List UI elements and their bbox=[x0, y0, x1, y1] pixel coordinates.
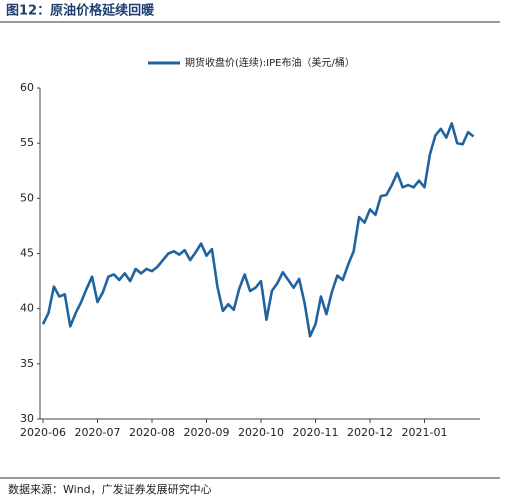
x-tick-label: 2020-12 bbox=[347, 426, 393, 439]
x-tick-label: 2020-06 bbox=[20, 426, 66, 439]
x-tick-label: 2020-08 bbox=[129, 426, 175, 439]
legend-label: 期货收盘价(连续):IPE布油（美元/桶） bbox=[185, 56, 355, 69]
x-tick-label: 2020-10 bbox=[238, 426, 284, 439]
y-tick-label: 30 bbox=[20, 412, 34, 425]
x-tick-label: 2020-11 bbox=[293, 426, 339, 439]
data-line bbox=[41, 122, 475, 338]
x-tick-label: 2020-09 bbox=[184, 426, 230, 439]
figure-title: 图12：原油价格延续回暖 bbox=[6, 3, 155, 19]
y-tick-label: 35 bbox=[20, 357, 34, 370]
y-tick-label: 55 bbox=[20, 136, 34, 149]
source: 数据来源：Wind，广发证券发展研究中心 bbox=[8, 482, 212, 496]
y-tick-label: 45 bbox=[20, 247, 34, 260]
y-tick-label: 40 bbox=[20, 302, 34, 315]
x-tick-label: 2021-01 bbox=[402, 426, 448, 439]
x-tick-label: 2020-07 bbox=[75, 426, 121, 439]
y-tick-label: 60 bbox=[20, 81, 34, 94]
y-tick-label: 50 bbox=[20, 191, 34, 204]
